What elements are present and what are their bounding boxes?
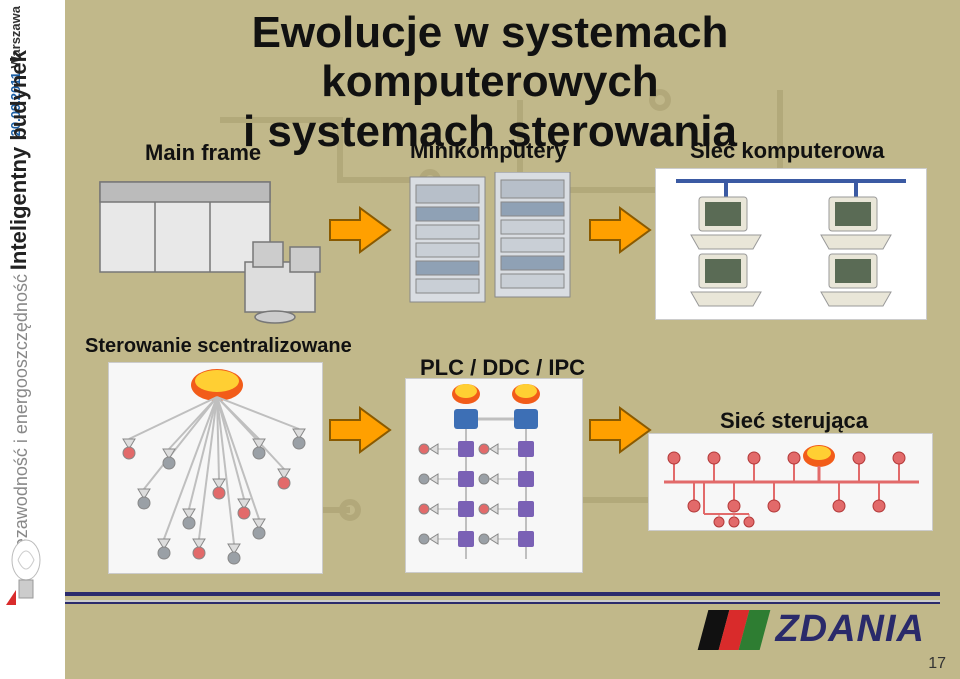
logo-mark-icon bbox=[698, 610, 771, 650]
footer-rule bbox=[65, 592, 940, 604]
footer-logo: ZDANIA bbox=[703, 608, 925, 651]
slide: 20.09.2011 Warszawa niezawodność i energ… bbox=[0, 0, 960, 679]
logo-text: ZDANIA bbox=[775, 608, 925, 651]
page-number: 17 bbox=[928, 655, 946, 673]
evolution-arrows bbox=[0, 0, 960, 600]
